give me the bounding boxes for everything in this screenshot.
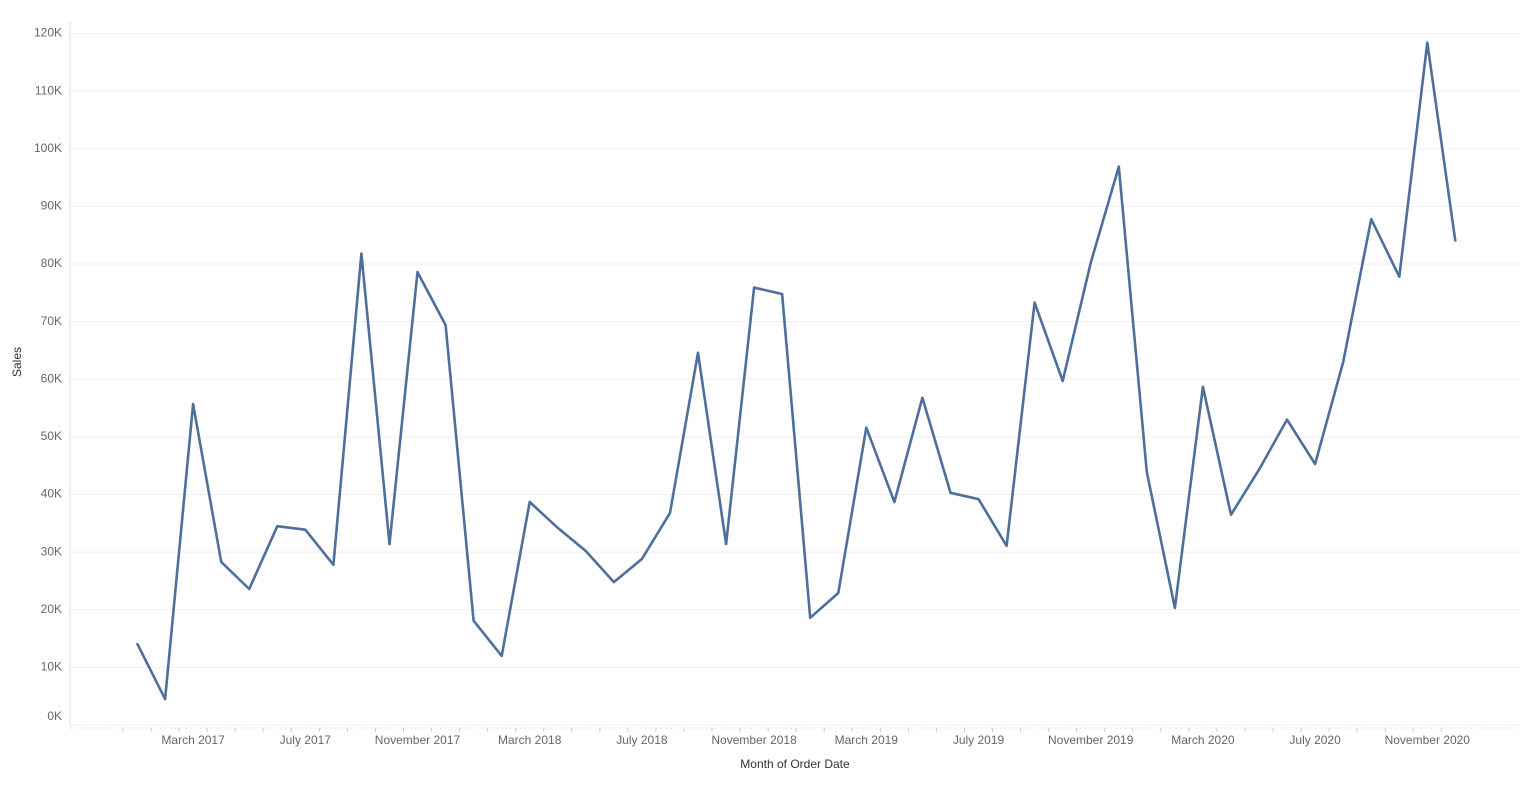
y-tick-label: 30K bbox=[41, 544, 62, 558]
x-tick-label: July 2018 bbox=[616, 733, 668, 747]
x-tick-label: March 2020 bbox=[1171, 733, 1235, 747]
y-tick-label: 100K bbox=[34, 141, 62, 155]
x-tick-label: March 2019 bbox=[835, 733, 899, 747]
y-axis-title: Sales bbox=[10, 347, 24, 377]
x-tick-label: July 2019 bbox=[953, 733, 1005, 747]
y-tick-label: 80K bbox=[41, 256, 62, 270]
y-tick-label: 90K bbox=[41, 199, 62, 213]
x-tick-label: July 2017 bbox=[280, 733, 332, 747]
y-tick-label: 40K bbox=[41, 487, 62, 501]
y-tick-label: 20K bbox=[41, 602, 62, 616]
x-tick-label: November 2020 bbox=[1385, 733, 1471, 747]
x-tick-label: November 2017 bbox=[375, 733, 461, 747]
y-tick-label: 110K bbox=[35, 83, 62, 97]
x-axis-title: Month of Order Date bbox=[740, 757, 850, 771]
x-tick-label: March 2017 bbox=[161, 733, 225, 747]
x-tick-label: July 2020 bbox=[1289, 733, 1341, 747]
x-tick-label: November 2018 bbox=[711, 733, 797, 747]
x-tick-label: March 2018 bbox=[498, 733, 562, 747]
x-tick-label: November 2019 bbox=[1048, 733, 1134, 747]
y-tick-label: 70K bbox=[41, 314, 62, 328]
y-tick-label: 120K bbox=[34, 26, 62, 40]
y-tick-label: 10K bbox=[41, 660, 62, 674]
y-tick-label: 0K bbox=[47, 709, 62, 723]
y-tick-label: 60K bbox=[41, 371, 62, 385]
series-line bbox=[135, 41, 1457, 701]
y-tick-label: 50K bbox=[41, 429, 62, 443]
